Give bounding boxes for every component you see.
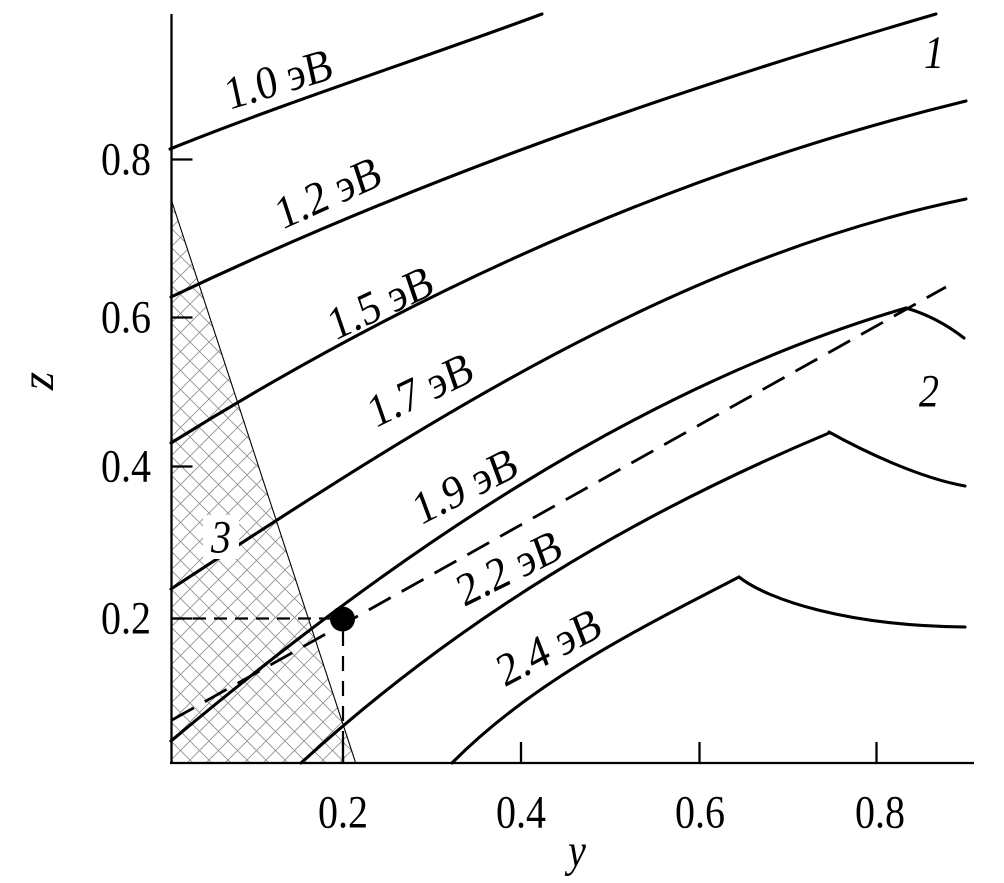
svg-text:0.8: 0.8 (101, 134, 151, 186)
svg-text:z: z (12, 372, 64, 391)
svg-text:0.4: 0.4 (101, 441, 151, 493)
svg-text:0.6: 0.6 (101, 292, 151, 344)
svg-text:0.6: 0.6 (675, 787, 725, 839)
svg-text:3: 3 (210, 512, 231, 564)
svg-text:0.2: 0.2 (318, 787, 368, 839)
svg-text:0.4: 0.4 (496, 787, 546, 839)
svg-text:0.2: 0.2 (101, 593, 151, 645)
svg-text:1: 1 (924, 27, 944, 79)
svg-text:2: 2 (919, 366, 939, 418)
svg-text:y: y (564, 825, 586, 877)
svg-text:0.8: 0.8 (855, 787, 905, 839)
